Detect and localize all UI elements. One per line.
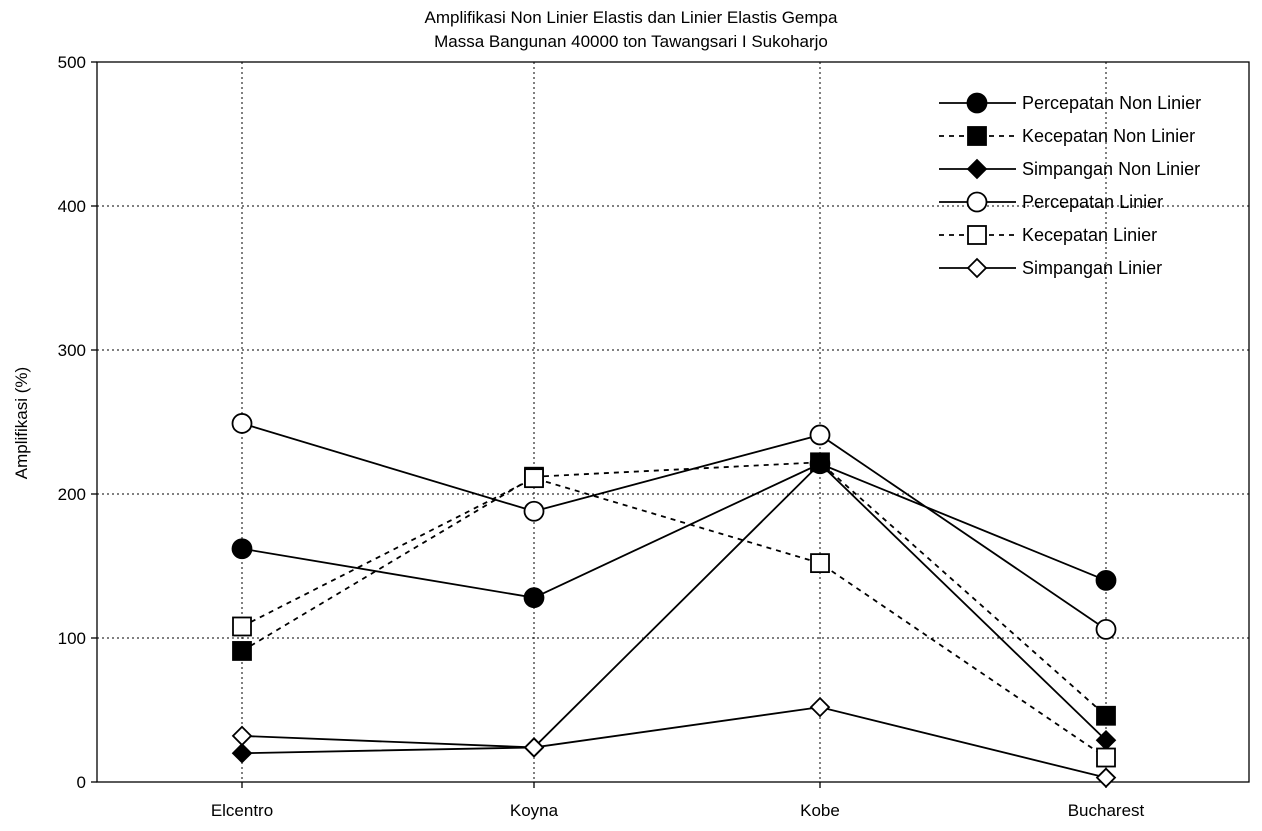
legend-item: Percepatan Non Linier [939, 92, 1201, 114]
series-group [231, 413, 1117, 788]
data-point [1096, 705, 1116, 726]
chart-subtitle: Massa Bangunan 40000 ton Tawangsari I Su… [434, 32, 828, 51]
plot-area-frame [96, 61, 1250, 783]
legend-marker [967, 225, 987, 245]
legend-label: Kecepatan Linier [1022, 225, 1157, 245]
series-line [241, 477, 1107, 759]
y-tick-label: 100 [58, 629, 86, 648]
series-line [241, 462, 1107, 599]
legend-item: Kecepatan Non Linier [939, 126, 1195, 146]
x-tick-label: Bucharest [1068, 801, 1145, 820]
data-point [1095, 618, 1117, 640]
data-point [231, 538, 253, 560]
series-line [241, 422, 1107, 631]
data-point [232, 641, 252, 661]
series-5 [231, 696, 1117, 788]
legend-label: Simpangan Non Linier [1022, 159, 1200, 179]
data-point [1095, 767, 1117, 788]
series-line [241, 706, 1107, 779]
legend-item: Percepatan Linier [939, 191, 1163, 213]
series-4 [232, 468, 1116, 768]
series-3 [231, 413, 1117, 640]
data-point [810, 553, 830, 574]
y-axis-ticks: 0 100 200 300 400 500 [58, 53, 97, 792]
y-axis-label: Amplifikasi (%) [12, 367, 31, 479]
data-point [523, 587, 545, 609]
legend-marker [966, 158, 988, 180]
legend-label: Percepatan Non Linier [1022, 93, 1201, 113]
y-tick-label: 300 [58, 341, 86, 360]
legend-label: Simpangan Linier [1022, 258, 1162, 278]
data-point [524, 468, 544, 489]
data-point [231, 725, 253, 747]
series-2 [231, 453, 1117, 764]
legend-marker [967, 126, 987, 146]
chart-title: Amplifikasi Non Linier Elastis dan Linie… [425, 8, 838, 27]
y-tick-label: 500 [58, 53, 86, 72]
x-tick-label: Elcentro [211, 801, 273, 820]
data-point [232, 616, 252, 637]
legend-marker [966, 191, 988, 213]
legend-marker [966, 257, 988, 279]
x-tick-label: Kobe [800, 801, 840, 820]
legend-item: Simpangan Linier [939, 257, 1162, 279]
y-tick-label: 0 [77, 773, 86, 792]
data-point [523, 737, 545, 758]
data-point [523, 500, 545, 522]
data-point [1096, 747, 1116, 768]
series-line [241, 461, 1107, 717]
legend-label: Percepatan Linier [1022, 192, 1163, 212]
legend-marker [966, 92, 988, 114]
legend-item: Simpangan Non Linier [939, 158, 1200, 180]
x-tick-label: Koyna [510, 801, 559, 820]
data-point [809, 696, 831, 718]
data-point [231, 742, 253, 764]
data-point [809, 453, 831, 475]
legend: Percepatan Non Linier Kecepatan Non Linie… [939, 92, 1201, 279]
y-tick-label: 400 [58, 197, 86, 216]
data-point [231, 413, 253, 434]
y-tick-label: 200 [58, 485, 86, 504]
x-axis-ticks: Elcentro Koyna Kobe Bucharest [211, 782, 1145, 820]
data-point [809, 424, 831, 446]
series-0 [231, 453, 1117, 609]
data-point [1095, 570, 1117, 591]
series-line [241, 462, 1107, 755]
legend-item: Kecepatan Linier [939, 225, 1157, 245]
legend-label: Kecepatan Non Linier [1022, 126, 1195, 146]
